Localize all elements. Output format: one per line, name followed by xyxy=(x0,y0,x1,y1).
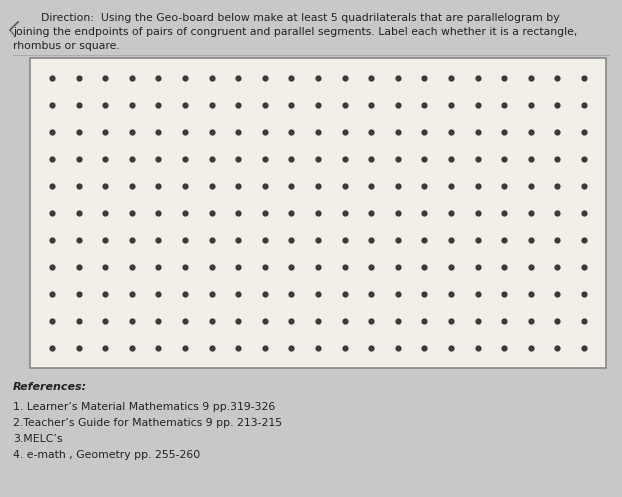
Text: Direction:  Using the Geo-board below make at least 5 quadrilaterals that are pa: Direction: Using the Geo-board below mak… xyxy=(13,13,560,23)
Text: 3.MELC’s: 3.MELC’s xyxy=(13,434,62,444)
Text: 1. Learner’s Material Mathematics 9 pp.319-326: 1. Learner’s Material Mathematics 9 pp.3… xyxy=(13,402,276,412)
Text: joining the endpoints of pairs of congruent and parallel segments. Label each wh: joining the endpoints of pairs of congru… xyxy=(13,27,577,37)
Text: rhombus or square.: rhombus or square. xyxy=(13,41,120,51)
Text: References:: References: xyxy=(13,382,87,392)
FancyBboxPatch shape xyxy=(30,58,606,368)
Text: 2.Teacher’s Guide for Mathematics 9 pp. 213-215: 2.Teacher’s Guide for Mathematics 9 pp. … xyxy=(13,418,282,428)
Text: 4. e-math , Geometry pp. 255-260: 4. e-math , Geometry pp. 255-260 xyxy=(13,450,200,460)
